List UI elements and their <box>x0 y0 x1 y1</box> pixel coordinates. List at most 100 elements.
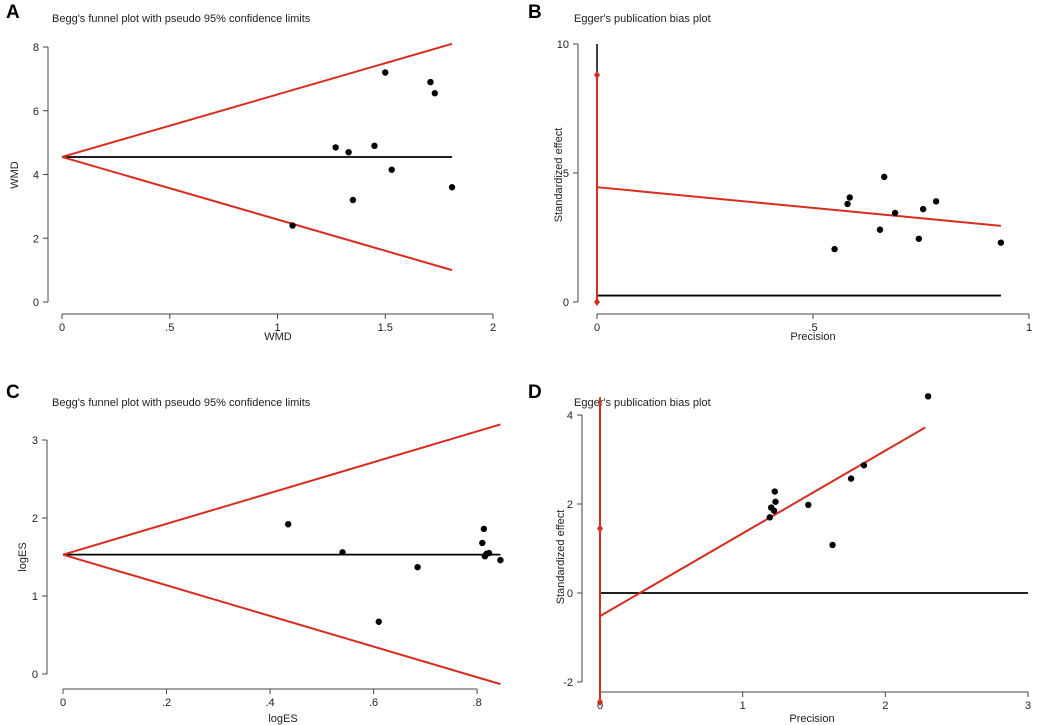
y-axis-label: Standardized effect <box>553 128 565 223</box>
study-point <box>831 245 838 253</box>
y-tick-label: 6 <box>33 106 39 118</box>
upper-confidence-limit <box>62 423 501 556</box>
x-axis-label: Precision <box>789 713 834 725</box>
x-tick-label: .2 <box>162 697 171 709</box>
study-point <box>388 166 395 173</box>
y-tick-label: 0 <box>567 588 573 600</box>
study-point <box>847 475 855 482</box>
chart-title: Begg's funnel plot with pseudo 95% confi… <box>52 13 311 25</box>
ci-marker <box>594 298 600 306</box>
y-tick-label: 5 <box>563 168 569 180</box>
study-point <box>915 235 923 242</box>
study-point <box>846 194 853 201</box>
study-point <box>431 90 439 97</box>
regression-line <box>596 186 1002 227</box>
y-tick-label: 0 <box>33 297 39 309</box>
panel-label-a: A <box>6 2 20 23</box>
study-point <box>480 525 488 533</box>
study-point <box>375 618 382 625</box>
study-point <box>771 488 778 495</box>
chart-b: Egger's publication bias plot 0 5 10 0 .5 1 Pre… <box>553 13 1032 343</box>
panel-label-c: C <box>6 382 20 403</box>
lower-confidence-limit <box>61 156 453 272</box>
panel-d: D Egger's publication bias plot-20240123… <box>520 362 1040 725</box>
ci-marker <box>594 70 600 79</box>
x-tick-label: .5 <box>165 322 174 334</box>
x-axis-label: logES <box>268 713 297 725</box>
x-tick-label: 2 <box>490 322 496 334</box>
chart-c: Begg's funnel plot with pseudo 95% confi… <box>17 397 504 725</box>
panel-c: C Begg's funnel plot with pseudo 95% con… <box>0 362 520 725</box>
chart-d: Egger's publication bias plot-20240123Pr… <box>555 393 1031 725</box>
study-point <box>932 198 940 205</box>
study-point <box>345 148 352 156</box>
chart-a: Begg's funnel plot with pseudo 95% confi… <box>9 13 496 343</box>
study-point <box>805 501 812 509</box>
study-point <box>332 144 339 151</box>
chart-title: Egger's publication bias plot <box>574 397 711 409</box>
study-point <box>427 78 434 86</box>
upper-confidence-limit <box>61 42 453 158</box>
y-tick-label: 10 <box>557 39 569 51</box>
y-axis-label: Standardized effect <box>555 510 567 605</box>
study-point <box>876 226 884 233</box>
panel-label-b: B <box>528 2 542 23</box>
study-point <box>448 184 456 191</box>
study-point <box>881 173 888 181</box>
y-tick-label: 3 <box>32 435 38 447</box>
chart-title: Begg's funnel plot with pseudo 95% confi… <box>52 397 311 409</box>
study-point <box>924 393 932 400</box>
y-tick-label: 2 <box>32 513 38 525</box>
panel-label-d: D <box>528 382 542 403</box>
x-tick-label: 0 <box>594 322 600 334</box>
x-axis-label: Precision <box>790 331 835 343</box>
study-point <box>382 69 389 76</box>
study-point <box>770 507 778 514</box>
ci-marker <box>597 524 603 533</box>
x-tick-label: 1.5 <box>378 322 393 334</box>
study-point <box>919 205 927 213</box>
study-point <box>829 541 836 549</box>
y-tick-label: 4 <box>33 170 39 182</box>
lower-confidence-limit <box>62 553 501 686</box>
y-tick-label: 0 <box>563 297 569 309</box>
study-point <box>414 563 421 571</box>
x-tick-label: .5 <box>808 322 817 334</box>
y-tick-label: 4 <box>567 410 573 422</box>
study-point <box>891 209 899 217</box>
study-point <box>339 549 346 556</box>
x-tick-label: 1 <box>740 700 746 712</box>
x-tick-label: 1 <box>274 322 280 334</box>
study-point <box>289 222 296 229</box>
regression-line <box>599 426 926 618</box>
x-tick-label: .4 <box>265 697 274 709</box>
study-point <box>284 521 292 528</box>
y-tick-label: 0 <box>32 669 38 681</box>
study-point <box>497 556 504 564</box>
panel-a: A Begg's funnel plot with pseudo 95% con… <box>0 0 520 362</box>
ci-marker <box>597 698 603 707</box>
study-point <box>766 514 773 521</box>
y-axis-label: logES <box>17 542 29 571</box>
x-tick-label: 1 <box>1026 322 1032 334</box>
study-point <box>772 498 779 505</box>
x-tick-label: 2 <box>882 700 888 712</box>
y-tick-label: 2 <box>567 499 573 511</box>
x-tick-label: 3 <box>1025 700 1031 712</box>
study-point <box>844 200 851 208</box>
x-tick-label: .6 <box>369 697 378 709</box>
x-tick-label: 0 <box>59 322 65 334</box>
y-axis-label: WMD <box>9 161 21 189</box>
x-tick-label: .8 <box>473 697 482 709</box>
x-axis-label: WMD <box>264 331 292 343</box>
study-point <box>860 462 868 469</box>
study-point <box>371 142 378 150</box>
y-tick-label: 2 <box>33 233 39 245</box>
y-tick-label: -2 <box>563 677 573 689</box>
y-tick-label: 8 <box>33 42 39 54</box>
chart-title: Egger's publication bias plot <box>574 13 711 25</box>
x-tick-label: 0 <box>60 697 66 709</box>
y-tick-label: 1 <box>32 591 38 603</box>
panel-b: B Egger's publication bias plot 0 5 10 0 .5 1 P… <box>520 0 1040 362</box>
study-point <box>349 196 357 204</box>
